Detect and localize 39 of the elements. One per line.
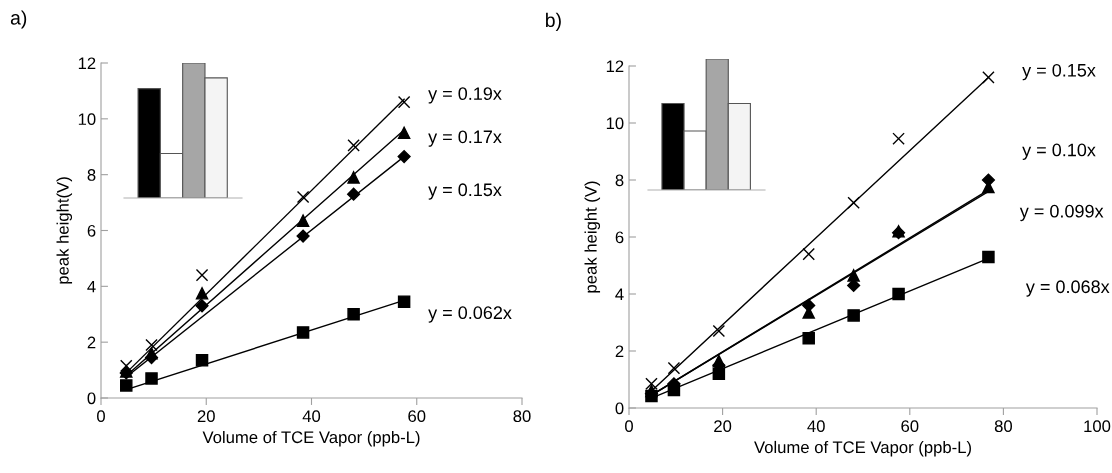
- x-tick-label: 20: [714, 420, 732, 433]
- annotation: y = 0.15x: [1022, 63, 1096, 81]
- y-tick-label: 2: [87, 336, 96, 349]
- y-tick-label: 0: [87, 392, 96, 405]
- annotation: y = 0.15x: [428, 183, 502, 200]
- y-tick-label: 6: [615, 231, 624, 244]
- annotation: y = 0.10x: [1022, 143, 1096, 160]
- x-tick-label: 40: [807, 420, 825, 433]
- y-tick-label: 12: [606, 60, 624, 73]
- x-tick-label: 60: [408, 410, 426, 423]
- y-tick-label: 12: [78, 57, 96, 70]
- x-axis-title: Volume of TCE Vapor (ppb-L): [202, 430, 420, 447]
- annotation: y = 0.099x: [1019, 204, 1104, 222]
- annotation: y = 0.19x: [428, 87, 502, 104]
- y-tick-label: 8: [615, 174, 624, 187]
- x-tick-label: 100: [1084, 420, 1111, 433]
- y-tick-label: 6: [87, 224, 96, 237]
- y-tick-label: 2: [615, 345, 624, 358]
- y-tick-label: 8: [87, 169, 96, 181]
- annotation: y = 0.068x: [1025, 280, 1110, 297]
- annotation: y = 0.062x: [428, 306, 512, 323]
- x-tick-label: 0: [97, 410, 105, 423]
- y-tick-label: 10: [78, 113, 96, 126]
- x-tick-label: 0: [625, 420, 633, 433]
- y-tick-label: 10: [606, 117, 624, 130]
- x-tick-label: 80: [513, 410, 531, 423]
- y-tick-label: 0: [615, 402, 624, 415]
- x-tick-label: 40: [302, 410, 321, 423]
- y-tick-label: 4: [615, 288, 624, 301]
- y-axis-title: peak height (V): [584, 181, 601, 293]
- x-tick-label: 60: [901, 420, 919, 433]
- annotation: y = 0.17x: [428, 130, 502, 147]
- x-tick-label: 20: [197, 410, 215, 423]
- y-tick-label: 4: [87, 280, 96, 293]
- x-axis-title: Volume of TCE Vapor (ppb-L): [754, 440, 971, 457]
- y-axis-title: peak height(V): [56, 177, 73, 284]
- chart-title: b): [546, 12, 561, 31]
- x-tick-label: 80: [994, 420, 1013, 433]
- chart-title: a): [10, 10, 27, 29]
